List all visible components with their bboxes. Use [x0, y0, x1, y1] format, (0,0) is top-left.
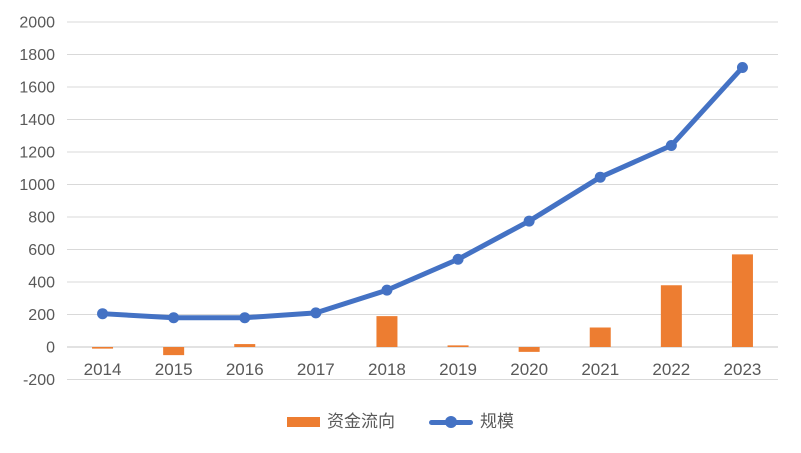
y-tick-label: 2000 [19, 15, 55, 32]
combo-chart-plot: 2000180016001400120010008006004002000-20… [19, 15, 778, 389]
line-marker-2020[interactable] [523, 215, 535, 227]
line-series-swatch [429, 416, 473, 428]
line-marker-2021[interactable] [594, 171, 606, 183]
bar-series-swatch [287, 417, 320, 427]
y-tick-label: 1000 [19, 177, 55, 194]
x-tick-label: 2016 [226, 360, 264, 379]
line-series-path[interactable] [100, 65, 745, 321]
x-tick-label: 2022 [652, 360, 690, 379]
x-tick-label: 2021 [581, 360, 619, 379]
x-tick-label: 2014 [84, 360, 122, 379]
chart-legend: 资金流向 规模 [0, 411, 801, 433]
x-tick-label: 2019 [439, 360, 477, 379]
bar-2015[interactable] [163, 347, 185, 356]
y-tick-label: 800 [28, 210, 55, 227]
y-tick-label: 0 [46, 340, 55, 357]
legend-label-scale: 规模 [480, 412, 514, 431]
line-series-marker-icon [445, 416, 457, 428]
y-tick-label: -200 [23, 372, 55, 389]
bar-2018[interactable] [376, 316, 398, 347]
bar-2023[interactable] [731, 254, 753, 347]
x-tick-label: 2023 [724, 360, 762, 379]
line-marker-2023[interactable] [736, 62, 748, 73]
x-tick-label: 2020 [510, 360, 548, 379]
bar-2014[interactable] [92, 347, 114, 349]
legend-item-capital-flow[interactable]: 资金流向 [287, 411, 395, 433]
y-tick-label: 200 [28, 307, 55, 324]
bar-2019[interactable] [447, 345, 469, 347]
bar-2021[interactable] [589, 327, 611, 348]
line-marker-2019[interactable] [452, 253, 464, 265]
line-marker-2016[interactable] [239, 312, 251, 324]
y-tick-label: 1600 [19, 80, 55, 97]
line-marker-2017[interactable] [310, 307, 322, 319]
x-tick-label: 2018 [368, 360, 406, 379]
y-tick-label: 1800 [19, 47, 55, 64]
line-marker-2014[interactable] [97, 308, 109, 320]
line-marker-2022[interactable] [665, 140, 677, 151]
y-tick-label: 1200 [19, 145, 55, 162]
line-marker-2018[interactable] [381, 284, 393, 296]
legend-item-scale[interactable]: 规模 [429, 411, 514, 433]
bar-2020[interactable] [518, 347, 540, 352]
line-marker-2015[interactable] [168, 312, 180, 324]
legend-label-capital-flow: 资金流向 [327, 412, 395, 431]
bar-2016[interactable] [234, 344, 256, 347]
x-tick-label: 2015 [155, 360, 193, 379]
y-tick-label: 1400 [19, 112, 55, 129]
y-tick-label: 400 [28, 275, 55, 292]
bar-2022[interactable] [660, 285, 682, 347]
x-tick-label: 2017 [297, 360, 335, 379]
y-tick-label: 600 [28, 242, 55, 259]
